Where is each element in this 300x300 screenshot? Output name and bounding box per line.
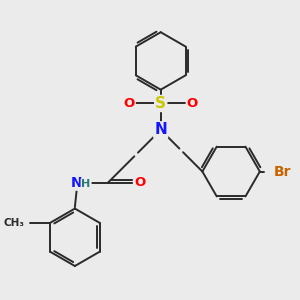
Text: O: O: [187, 97, 198, 110]
Text: N: N: [154, 122, 167, 137]
Text: CH₃: CH₃: [3, 218, 24, 228]
Text: Br: Br: [274, 164, 292, 178]
Text: N: N: [71, 176, 83, 190]
Text: H: H: [82, 179, 91, 189]
Text: O: O: [134, 176, 145, 189]
Text: S: S: [155, 96, 166, 111]
Text: O: O: [124, 97, 135, 110]
